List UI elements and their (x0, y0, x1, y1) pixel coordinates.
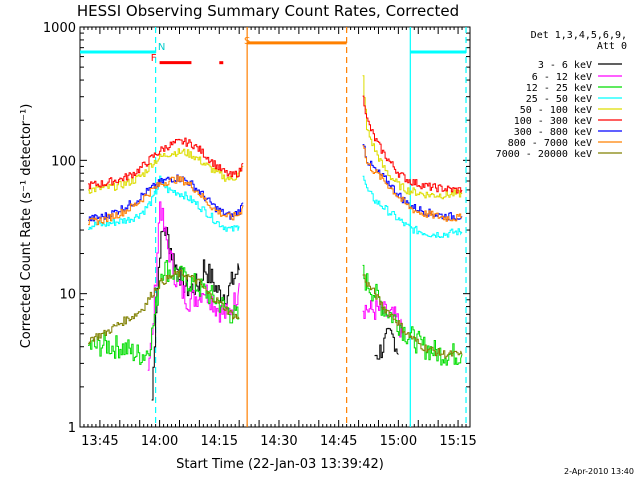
flag-label: N (158, 42, 165, 53)
legend-header: Det 1,3,4,5,6,9, (531, 30, 627, 41)
y-tick-label: 10 (59, 288, 76, 303)
series-line (362, 145, 463, 222)
x-tick-label: 14:30 (260, 434, 297, 449)
legend-label: 12 - 25 keV (526, 83, 592, 94)
series-line (88, 269, 240, 345)
legend-label: 6 - 12 keV (532, 72, 592, 83)
y-tick-label: 100 (51, 154, 76, 169)
phase-lines (155, 27, 467, 427)
legend-label: 100 - 300 keV (514, 116, 592, 127)
y-tick-label: 1 (68, 421, 76, 436)
series-line (88, 175, 244, 226)
series-line (88, 174, 244, 222)
x-tick-label: 15:15 (439, 434, 476, 449)
x-tick-label: 14:45 (320, 434, 357, 449)
series-line (88, 260, 240, 365)
flag-label: F (151, 53, 157, 64)
series-line (362, 264, 463, 366)
series-line (88, 148, 244, 194)
legend-label: 800 - 7000 keV (508, 138, 592, 149)
legend-label: 300 - 800 keV (514, 127, 592, 138)
flag-label: S (244, 36, 250, 47)
flag-labels: NF S (151, 36, 251, 64)
legend-label: 25 - 50 keV (526, 94, 592, 105)
x-tick-label: 14:00 (141, 434, 178, 449)
attenuator-bars (80, 41, 467, 65)
footer-date: 2-Apr-2010 13:40 (564, 467, 634, 476)
y-tick-label: 1000 (43, 21, 76, 36)
y-axis-label: Corrected Count Rate (s⁻¹ detector⁻¹) (19, 104, 34, 349)
legend-label: 50 - 100 keV (520, 105, 592, 116)
x-tick-label: 13:45 (81, 434, 118, 449)
series-line (362, 175, 463, 238)
series-line (362, 144, 463, 221)
series-line (88, 137, 244, 190)
legend-label: 3 - 6 keV (538, 60, 592, 71)
chart-title: HESSI Observing Summary Count Rates, Cor… (77, 2, 459, 20)
x-tick-label: 14:15 (201, 434, 238, 449)
legend-label: 7000 - 20000 keV (496, 149, 592, 160)
series-lines (88, 75, 463, 401)
series-line (374, 327, 399, 360)
x-axis-label: Start Time (22-Jan-03 13:39:42) (176, 457, 384, 472)
series-line (362, 75, 463, 200)
x-tick-label: 15:00 (380, 434, 417, 449)
legend-header: Att 0 (597, 41, 627, 52)
series-line (362, 274, 463, 359)
axis-ticks: 1 10 100 1000 13:45 14:00 14:15 14:30 14:45 15:00… (43, 21, 477, 449)
series-line (362, 95, 463, 194)
